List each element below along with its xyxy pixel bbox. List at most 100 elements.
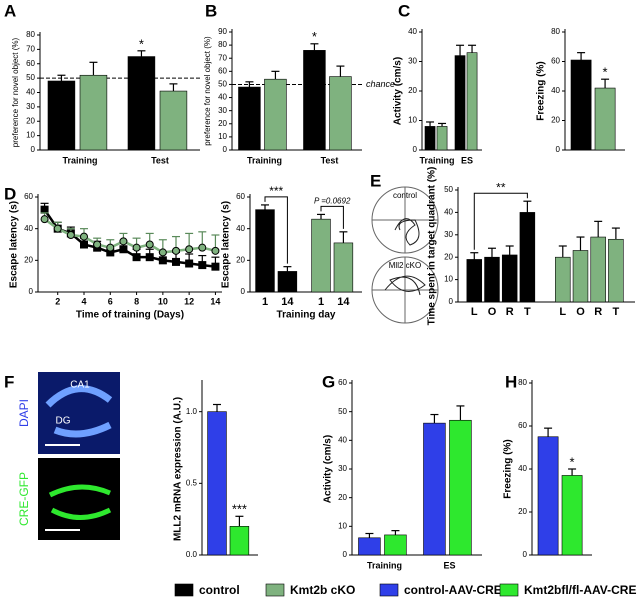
y-axis-title: Escape latency (s) <box>221 201 232 288</box>
annotation: * <box>139 36 144 51</box>
bar <box>229 526 250 556</box>
marker <box>198 243 207 252</box>
marker <box>145 240 154 249</box>
image-label: DG <box>56 416 71 427</box>
bar <box>594 87 616 151</box>
legend-label: Kmt2bfl/fl-AAV-CRE <box>524 583 636 597</box>
legend-label: control <box>199 583 240 597</box>
y-tick-label: 30 <box>218 106 227 115</box>
x-tick-label: T <box>524 306 531 318</box>
swim-path <box>384 275 426 296</box>
y-axis-title: Activity (cm/s) <box>393 57 404 125</box>
gfp-signal <box>48 484 112 520</box>
y-tick-label: 40 <box>408 27 417 36</box>
bracket <box>264 196 288 264</box>
swim-path <box>394 218 420 246</box>
y-tick-label: 80 <box>551 27 560 36</box>
x-axis-title: Time of training (Days) <box>76 310 184 321</box>
x-tick-label: 1 <box>318 296 324 308</box>
y-tick-label: 20 <box>338 493 347 502</box>
bar <box>238 86 261 151</box>
bar <box>466 259 483 303</box>
y-tick-label: 40 <box>444 208 453 217</box>
y-tick-label: 40 <box>236 224 245 233</box>
y-tick-label: 20 <box>218 119 227 128</box>
x-tick-label: 14 <box>337 296 350 308</box>
marker <box>80 232 88 241</box>
marker <box>185 259 194 268</box>
y-tick-label: 90 <box>218 27 227 36</box>
x-tick-label: ES <box>461 155 473 165</box>
y-tick-label: 0 <box>29 287 34 296</box>
x-tick-label: 8 <box>134 296 139 306</box>
x-tick-label: 6 <box>108 296 113 306</box>
y-tick-label: 50 <box>338 407 347 416</box>
image-label: control <box>393 191 417 200</box>
marker <box>145 253 154 262</box>
bar <box>333 242 354 293</box>
legend-swatch <box>174 583 194 597</box>
legend-label: control-AAV-CRE <box>404 583 502 597</box>
x-tick-label: Test <box>151 155 169 165</box>
x-tick-label: Training <box>367 560 402 570</box>
annotation: * <box>312 29 317 44</box>
y-tick-label: 60 <box>24 192 33 201</box>
microscopy-images: DAPI CA1 DG CRE-GFP <box>17 372 120 540</box>
bar <box>454 55 466 151</box>
bar <box>466 52 478 151</box>
bar <box>303 50 326 151</box>
y-tick-label: 10 <box>26 131 35 140</box>
marker <box>119 237 128 246</box>
marker <box>53 224 62 233</box>
x-tick-label: O <box>488 306 497 318</box>
x-tick-label: L <box>559 306 566 318</box>
marker <box>211 246 220 255</box>
panel-letter: C <box>398 1 410 20</box>
y-tick-label: 40 <box>24 224 33 233</box>
y-tick-label: 50 <box>444 185 453 194</box>
panel-letter: D <box>4 184 16 203</box>
y-tick-label: 20 <box>24 255 33 264</box>
bar <box>449 419 472 556</box>
bar <box>264 78 287 151</box>
y-axis-title: Freezing (%) <box>536 61 547 120</box>
marker <box>198 261 207 270</box>
bar <box>311 218 331 293</box>
panel-letter: B <box>205 1 217 20</box>
x-tick-label: R <box>506 306 514 318</box>
marker <box>80 240 88 249</box>
x-tick-label: 1 <box>262 296 268 308</box>
y-tick-label: 20 <box>518 507 527 516</box>
y-tick-label: 10 <box>444 275 453 284</box>
y-tick-label: 60 <box>236 192 245 201</box>
y-tick-label: 60 <box>338 378 347 387</box>
bar <box>255 209 275 293</box>
y-tick-label: 0 <box>343 550 348 559</box>
marker <box>40 205 49 214</box>
y-tick-label: 20 <box>408 86 417 95</box>
y-tick-label: 0.0 <box>186 550 198 559</box>
y-tick-label: 20 <box>236 255 245 264</box>
x-tick-label: Training <box>419 155 454 165</box>
y-axis-title: preference for novel object (%) <box>203 36 212 146</box>
bar <box>608 238 624 303</box>
y-tick-label: 10 <box>338 521 347 530</box>
bar <box>424 126 436 151</box>
bar <box>572 250 589 303</box>
y-tick-label: 0 <box>31 145 36 154</box>
y-tick-label: 40 <box>218 93 227 102</box>
reference-label: chance <box>366 79 395 89</box>
annotation: P =0.0692 <box>314 197 351 206</box>
y-tick-label: 80 <box>518 378 527 387</box>
legend-swatch <box>499 583 519 597</box>
y-tick-label: 60 <box>218 66 227 75</box>
bar <box>47 80 76 151</box>
bar <box>277 271 298 293</box>
bar <box>501 254 518 303</box>
y-tick-label: 30 <box>444 230 453 239</box>
gfp-image <box>38 458 120 540</box>
legend-swatch <box>265 583 285 597</box>
x-tick-label: Test <box>321 155 339 165</box>
annotation: *** <box>232 502 247 517</box>
bar <box>159 90 188 151</box>
